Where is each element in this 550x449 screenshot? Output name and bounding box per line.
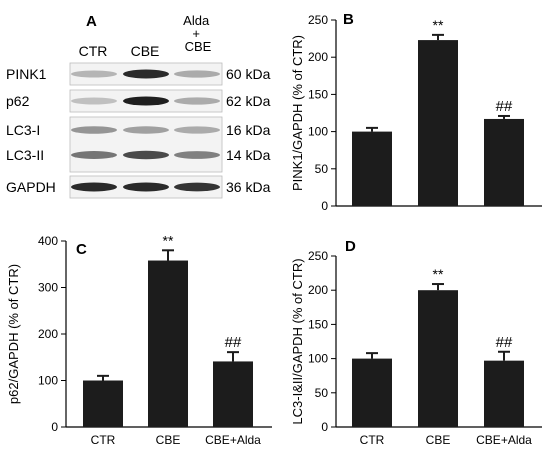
y-tick-label: 150 xyxy=(308,317,328,331)
y-tick-label: 400 xyxy=(38,234,58,248)
panel-letter: C xyxy=(76,241,87,258)
panel-letter: D xyxy=(345,238,356,255)
blot-band xyxy=(174,182,220,192)
y-tick-label: 0 xyxy=(321,199,328,213)
blot-protein-label: LC3-I xyxy=(6,122,40,138)
y-tick-label: 0 xyxy=(51,420,58,434)
bar xyxy=(213,361,253,427)
blot-kda-label: 60 kDa xyxy=(226,66,271,82)
y-axis-label: p62/GAPDH (% of CTR) xyxy=(6,264,21,404)
panel-a-western-blot: A CTR CBE Alda + CBE PINK1 60 kDa p62 62 kD… xyxy=(6,13,271,199)
y-axis-label: LC3-I&II/GAPDH (% of CTR) xyxy=(290,258,305,424)
panel-letter: B xyxy=(343,11,354,28)
blot-band xyxy=(123,150,169,160)
y-tick-label: 250 xyxy=(308,13,328,27)
significance-marker: ** xyxy=(433,266,444,282)
significance-marker: ** xyxy=(163,232,174,248)
bar xyxy=(484,360,524,427)
blot-band xyxy=(71,97,117,105)
y-tick-label: 0 xyxy=(321,420,328,434)
blot-band xyxy=(123,96,169,106)
bar xyxy=(418,40,458,207)
x-tick-label: CBE xyxy=(156,433,181,447)
blot-band xyxy=(71,126,117,134)
blot-kda-label: 14 kDa xyxy=(226,147,271,163)
y-tick-label: 150 xyxy=(308,87,328,101)
blot-band xyxy=(174,126,220,134)
blot-band xyxy=(71,70,117,78)
blot-band xyxy=(174,70,220,78)
significance-marker: ## xyxy=(496,98,513,115)
y-tick-label: 300 xyxy=(38,281,58,295)
blot-kda-label: 36 kDa xyxy=(226,179,271,195)
y-tick-label: 200 xyxy=(38,327,58,341)
significance-marker: ## xyxy=(225,334,242,351)
x-tick-label: CBE xyxy=(426,433,451,447)
blot-protein-label: PINK1 xyxy=(6,66,47,82)
y-tick-label: 100 xyxy=(308,125,328,139)
y-tick-label: 50 xyxy=(315,386,329,400)
blot-band xyxy=(71,182,117,192)
blot-band xyxy=(123,126,169,134)
blot-kda-label: 16 kDa xyxy=(226,122,271,138)
y-tick-label: 200 xyxy=(308,50,328,64)
blot-protein-label: GAPDH xyxy=(6,179,56,195)
bar xyxy=(83,380,123,427)
blot-kda-label: 62 kDa xyxy=(226,93,271,109)
blot-band xyxy=(123,69,169,79)
y-tick-label: 100 xyxy=(38,374,58,388)
y-tick-label: 100 xyxy=(308,352,328,366)
lane-label-cbe: CBE xyxy=(131,43,160,59)
lane-label-alda-cbe: Alda + CBE xyxy=(183,13,213,54)
x-tick-label: CBE+Alda xyxy=(205,433,261,447)
bar xyxy=(418,290,458,427)
significance-marker: ** xyxy=(433,17,444,33)
y-tick-label: 200 xyxy=(308,283,328,297)
y-tick-label: 250 xyxy=(308,249,328,263)
chart-panel-c: 0 100 200 300 400 p62/GAPDH (% of CTR) C CTR ** C… xyxy=(6,232,272,447)
blot-protein-label: LC3-II xyxy=(6,147,44,163)
lane-label-ctr: CTR xyxy=(79,43,108,59)
blot-protein-label: p62 xyxy=(6,93,30,109)
y-axis-label: PINK1/GAPDH (% of CTR) xyxy=(290,35,305,191)
significance-marker: ## xyxy=(496,334,513,351)
blot-strip xyxy=(69,116,223,173)
x-tick-label: CBE+Alda xyxy=(476,433,532,447)
bar xyxy=(352,358,392,427)
x-tick-label: CTR xyxy=(91,433,116,447)
bar xyxy=(352,131,392,206)
blot-band xyxy=(174,151,220,159)
panel-a-letter: A xyxy=(86,13,97,30)
bar xyxy=(484,118,524,206)
bar xyxy=(148,260,188,427)
blot-band xyxy=(123,182,169,192)
blot-band xyxy=(71,151,117,159)
blot-band xyxy=(174,97,220,105)
y-tick-label: 50 xyxy=(315,162,329,176)
x-tick-label: CTR xyxy=(360,433,385,447)
